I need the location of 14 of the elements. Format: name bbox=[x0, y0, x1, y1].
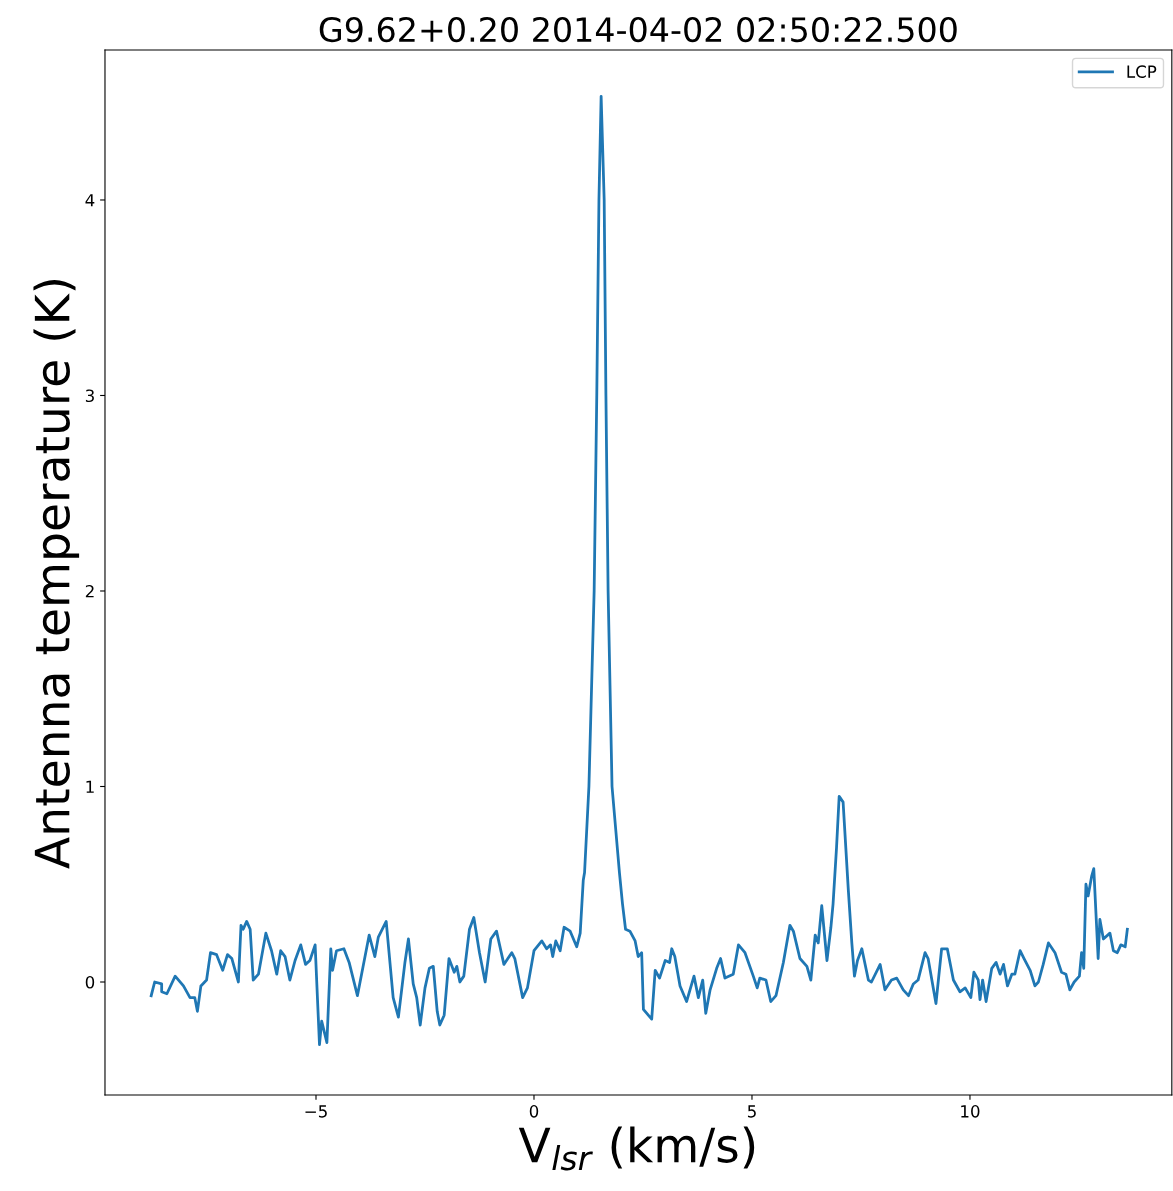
y-tick-label: 0 bbox=[85, 975, 95, 989]
x-tick-label: 0 bbox=[529, 1105, 539, 1118]
y-tick-label: 4 bbox=[85, 194, 95, 207]
y-tick-label: 1 bbox=[86, 780, 94, 793]
y-tick-label: 2 bbox=[85, 584, 94, 598]
x-tick-label: 5 bbox=[747, 1105, 756, 1118]
y-axis-title: Antenna temperature (K) bbox=[33, 279, 80, 869]
x-tick-label: 10 bbox=[961, 1105, 980, 1118]
line-series bbox=[149, 94, 1129, 1046]
chart-title: G9.62+0.20 2014-04-02 02:50:22.500 bbox=[319, 16, 957, 43]
x-tick-label: −5 bbox=[305, 1105, 327, 1118]
y-tick-label: 3 bbox=[85, 389, 94, 403]
x-axis-title: V$_{lsr}$ (km/s) bbox=[518, 1126, 755, 1171]
legend-label: LCP bbox=[1127, 65, 1157, 78]
